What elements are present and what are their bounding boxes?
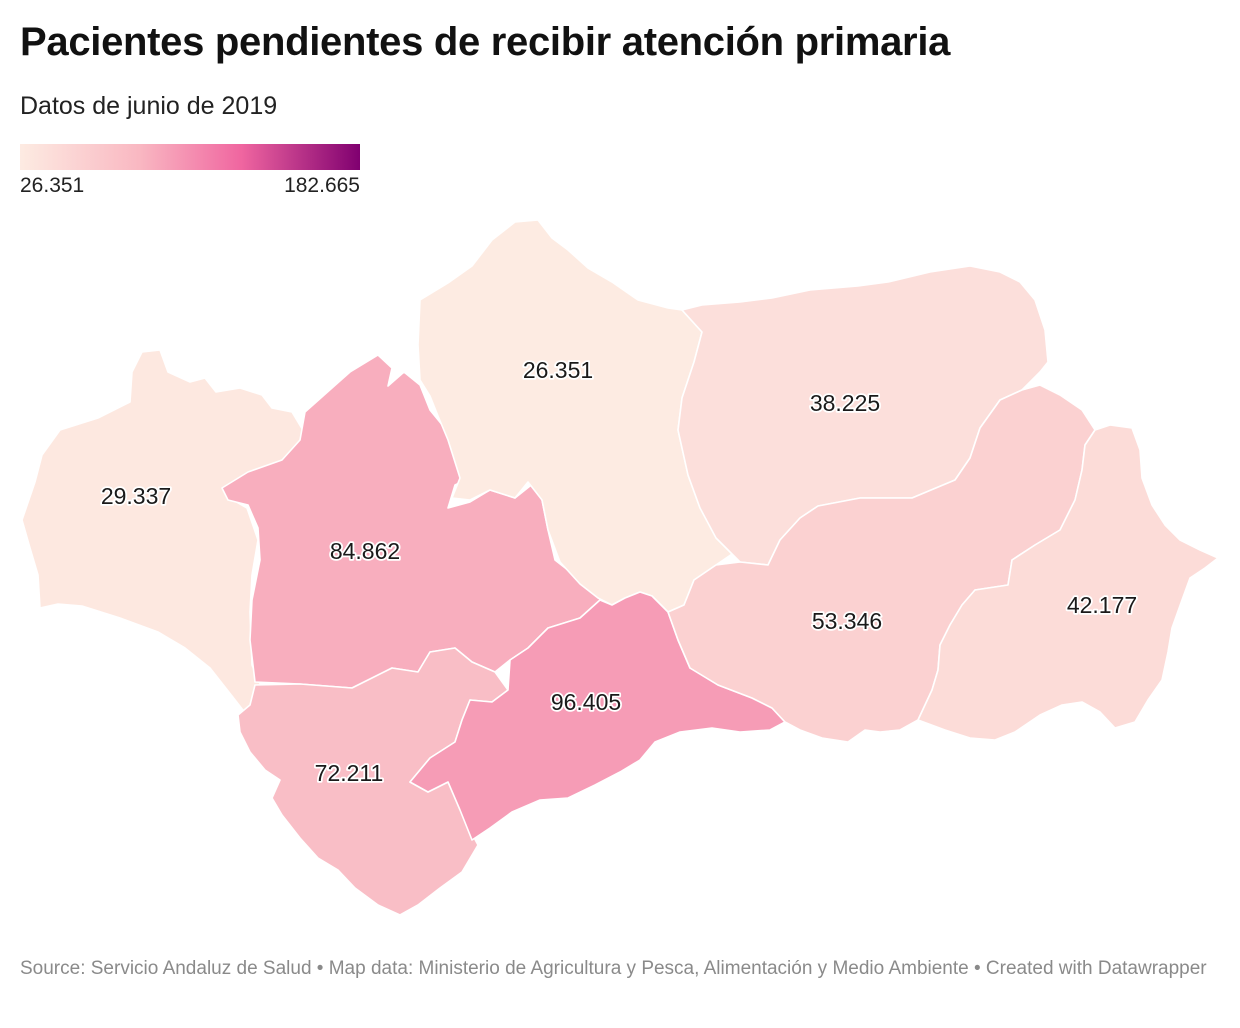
label-huelva: 29.337: [101, 483, 171, 509]
province-labels: 29.337 84.862 26.351 38.225 72.211 96.40…: [99, 355, 1139, 788]
label-cordoba: 26.351: [523, 357, 593, 383]
province-almeria[interactable]: [917, 424, 1219, 741]
legend-gradient-bar: [20, 144, 360, 170]
legend-max-label: 182.665: [284, 174, 360, 197]
label-almeria: 42.177: [1067, 592, 1137, 618]
andalucia-map: 29.337 84.862 26.351 38.225 72.211 96.40…: [21, 219, 1219, 916]
province-shapes: [21, 219, 1219, 916]
chart-title: Pacientes pendientes de recibir atención…: [20, 20, 951, 64]
source-footer: Source: Servicio Andaluz de Salud • Map …: [20, 958, 1207, 979]
legend-min-label: 26.351: [20, 174, 85, 197]
label-granada: 53.346: [812, 608, 882, 634]
label-jaen: 38.225: [810, 390, 880, 416]
label-sevilla: 84.862: [330, 538, 400, 564]
chart-subtitle: Datos de junio de 2019: [20, 92, 278, 120]
color-legend: 26.351 182.665: [20, 144, 360, 200]
label-cadiz: 72.211: [315, 760, 384, 786]
label-malaga: 96.405: [551, 689, 621, 715]
province-malaga[interactable]: [409, 591, 786, 841]
